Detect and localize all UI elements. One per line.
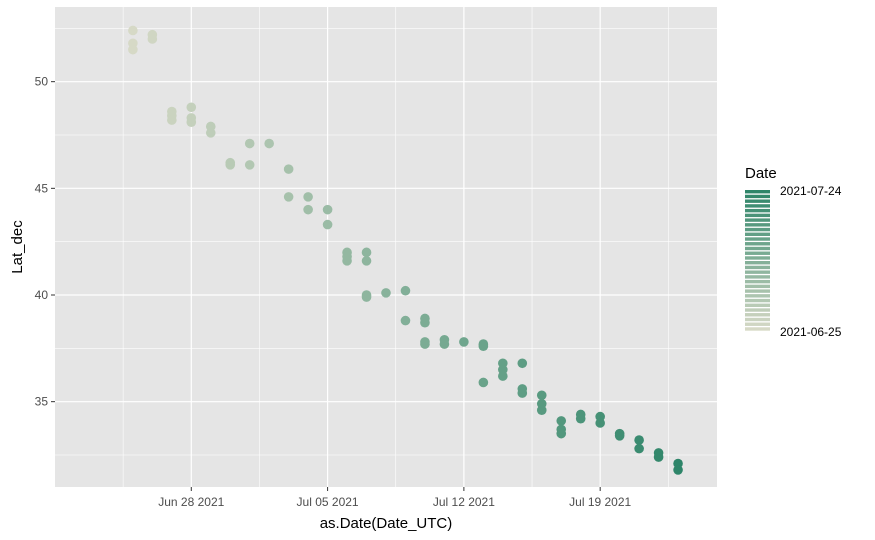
legend-key	[745, 317, 770, 322]
y-tick-label: 50	[35, 75, 49, 89]
data-point	[303, 204, 313, 215]
data-point	[517, 358, 528, 369]
legend-key	[745, 204, 770, 208]
data-point	[595, 418, 605, 428]
legend-key	[745, 251, 770, 255]
data-point	[575, 413, 586, 424]
plot-panel	[55, 7, 717, 487]
legend-key	[745, 270, 770, 274]
data-point	[205, 128, 216, 138]
data-point	[186, 117, 197, 127]
legend-key	[745, 199, 770, 203]
x-tick-label: Jul 05 2021	[297, 495, 359, 509]
data-point	[420, 317, 430, 328]
y-axis-title: Lat_dec	[9, 220, 26, 274]
data-point	[459, 337, 469, 347]
legend-key	[745, 208, 770, 213]
legend-key	[745, 294, 770, 298]
data-points	[128, 25, 683, 475]
data-point	[283, 164, 294, 174]
data-point	[361, 256, 372, 266]
legend-key	[745, 284, 770, 289]
legend-key	[745, 298, 770, 303]
data-point	[244, 160, 255, 170]
legend-label: 2021-06-25	[780, 325, 842, 339]
data-point	[361, 292, 372, 302]
data-point	[478, 377, 489, 388]
legend-key	[745, 246, 770, 251]
data-point	[322, 219, 333, 230]
legend-key	[745, 327, 770, 331]
legend-keys: 2021-07-24 2021-06-25	[745, 184, 842, 339]
data-point	[673, 465, 683, 475]
legend-key	[745, 289, 770, 293]
legend-key	[745, 256, 770, 260]
data-point	[439, 339, 450, 349]
data-point	[634, 435, 644, 445]
data-point	[517, 388, 528, 398]
x-tick-label: Jun 28 2021	[158, 495, 224, 509]
data-point	[361, 247, 372, 258]
data-point	[322, 204, 333, 215]
data-point	[283, 192, 294, 202]
legend-key	[745, 313, 770, 317]
data-point	[225, 160, 236, 170]
data-point	[498, 371, 508, 381]
axes: Jun 28 2021 Jul 05 2021 Jul 12 2021 Jul 19 …	[35, 75, 632, 509]
legend-key	[745, 190, 770, 194]
legend-label: 2021-07-24	[780, 184, 842, 198]
legend-key	[745, 242, 770, 246]
data-point	[556, 416, 567, 426]
legend-key	[745, 308, 770, 312]
legend-key	[745, 227, 770, 232]
legend-key	[745, 303, 770, 308]
data-point	[381, 288, 391, 298]
data-point	[128, 44, 138, 55]
data-point	[536, 390, 547, 401]
data-point	[186, 102, 197, 113]
data-point	[653, 452, 664, 462]
legend-key	[745, 237, 770, 241]
x-axis-title: as.Date(Date_UTC)	[320, 515, 453, 532]
x-tick-label: Jul 19 2021	[569, 495, 631, 509]
y-tick-label: 45	[35, 181, 49, 195]
data-point	[342, 256, 352, 266]
data-point	[478, 341, 489, 352]
data-point	[400, 285, 411, 296]
data-point	[244, 138, 255, 149]
legend-key	[745, 194, 770, 199]
legend-key	[745, 275, 770, 279]
legend-key	[745, 223, 770, 227]
data-point	[420, 339, 430, 349]
data-point	[556, 428, 567, 439]
legend-key	[745, 261, 770, 265]
data-point	[147, 34, 158, 44]
y-tick-label: 35	[35, 395, 49, 409]
legend-key	[745, 218, 770, 222]
legend-key	[745, 232, 770, 237]
legend-key	[745, 322, 770, 326]
data-point	[400, 315, 411, 326]
data-point	[167, 115, 177, 125]
data-point	[303, 192, 313, 202]
data-point	[614, 431, 625, 441]
legend-key	[745, 265, 770, 270]
data-point	[128, 25, 138, 36]
grid-lines	[55, 7, 717, 487]
legend-key	[745, 213, 770, 218]
legend: Date 2021-07-24 2021-06-25	[745, 165, 842, 339]
data-point	[264, 138, 274, 149]
legend-key	[745, 279, 770, 284]
y-tick-label: 40	[35, 288, 49, 302]
data-point	[536, 405, 547, 416]
legend-title: Date	[745, 165, 777, 182]
data-point	[634, 443, 644, 454]
x-tick-label: Jul 12 2021	[433, 495, 495, 509]
